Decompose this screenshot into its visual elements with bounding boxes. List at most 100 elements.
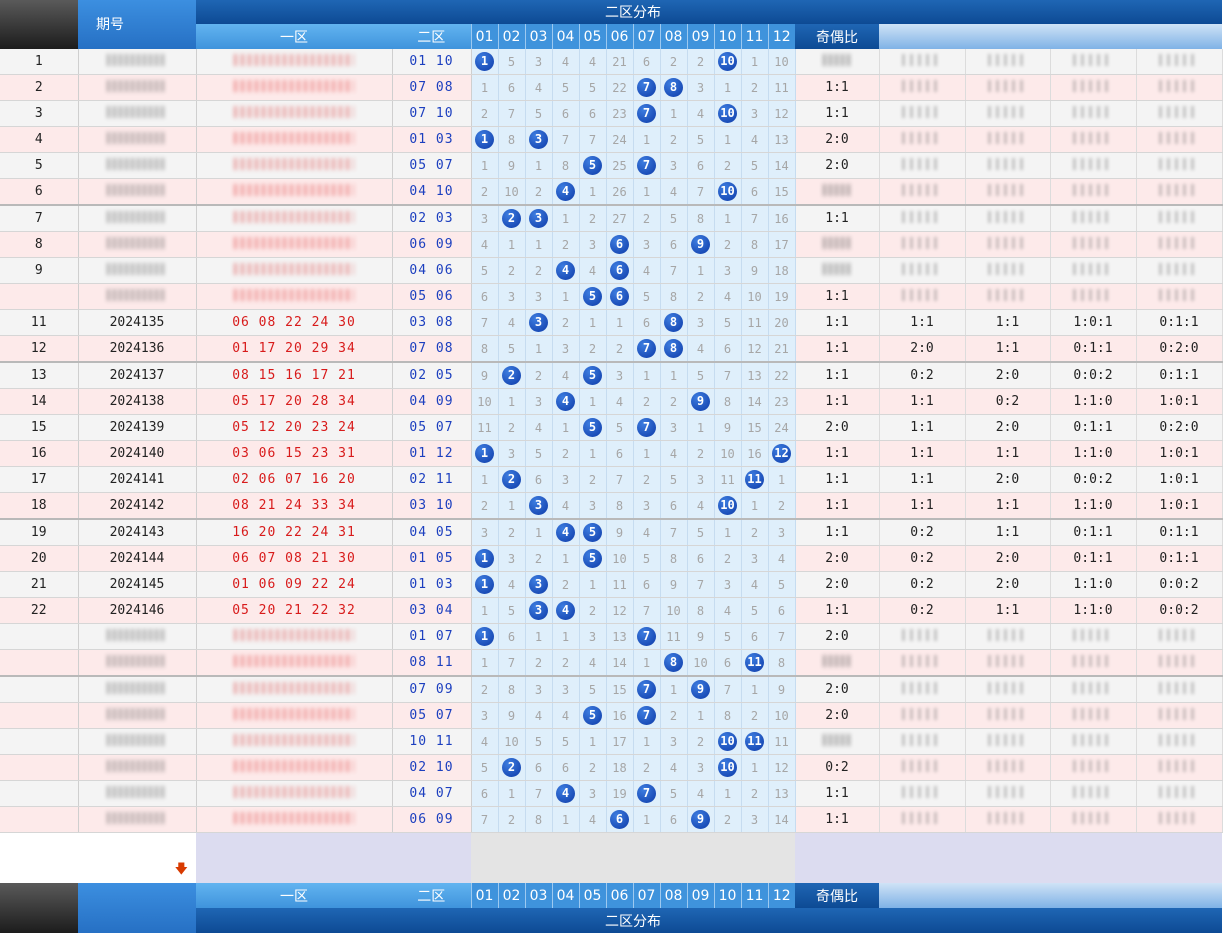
- dist-col-header[interactable]: 04: [551, 883, 579, 908]
- table-row: 07 09 2 8 3 3 5 15 7 1 9 7 1 9 2:0: [0, 676, 1223, 703]
- zone2-numbers: 01 03: [392, 571, 472, 598]
- dist-col-header[interactable]: 09: [686, 883, 714, 908]
- dist-col-header[interactable]: 05: [578, 24, 606, 49]
- miss-count: 1: [741, 49, 769, 75]
- miss-count: 1: [741, 492, 769, 520]
- blank-right: [795, 832, 1222, 858]
- hit-cell: 5: [579, 283, 607, 310]
- hit-cell: 2: [498, 205, 526, 232]
- hit-cell: 4: [552, 780, 580, 807]
- miss-count: 14: [768, 152, 796, 179]
- issue-number: [78, 780, 197, 807]
- footer-zone1-header[interactable]: 一区: [196, 883, 392, 908]
- miss-count: 1: [498, 492, 526, 520]
- issue-number: [78, 649, 197, 677]
- dist-col-header[interactable]: 02: [497, 24, 525, 49]
- parity-ratio: 2:0: [795, 623, 880, 650]
- row-index: [0, 806, 79, 833]
- hit-cell: 7: [633, 152, 661, 179]
- extra-header-3: [1050, 24, 1136, 49]
- extra-ratio: 0:1:1: [1136, 362, 1223, 389]
- extra-ratio: [1050, 126, 1137, 153]
- miss-count: 3: [552, 335, 580, 363]
- dist-col-header[interactable]: 07: [632, 883, 660, 908]
- miss-count: 2: [498, 257, 526, 284]
- miss-count: 5: [471, 754, 499, 781]
- zone1-numbers: 16 20 22 24 31: [196, 519, 393, 546]
- miss-count: 2: [687, 440, 715, 467]
- miss-count: 2: [552, 649, 580, 677]
- extra-ratio: [1050, 623, 1137, 650]
- hit-ball: 1: [475, 444, 494, 463]
- miss-count: 8: [768, 649, 796, 677]
- extra-ratio: 0:1:1: [1050, 414, 1137, 441]
- zone2-numbers: 08 11: [392, 649, 472, 677]
- dist-col-header[interactable]: 01: [470, 24, 498, 49]
- extra-ratio: [879, 649, 966, 677]
- dist-col-header[interactable]: 09: [686, 24, 714, 49]
- table-row: 04 07 6 1 7 4 3 19 7 5 4 1 2 13 1:1: [0, 780, 1223, 807]
- zone2-numbers: 10 11: [392, 728, 472, 755]
- zone2-header[interactable]: 二区: [392, 24, 471, 49]
- dist-col-header[interactable]: 04: [551, 24, 579, 49]
- extra-ratio: [965, 74, 1051, 101]
- extra-ratio: 0:2: [879, 597, 966, 624]
- extra-ratio: 1:1:0: [1050, 388, 1137, 415]
- dist-col-header[interactable]: 10: [713, 883, 741, 908]
- dist-col-header[interactable]: 03: [524, 24, 552, 49]
- hit-ball: 6: [610, 287, 629, 306]
- miss-count: 3: [606, 362, 634, 389]
- hit-ball: 4: [556, 601, 575, 620]
- miss-count: 3: [498, 545, 526, 572]
- table-row: 18 2024142 08 21 24 33 34 03 10 2 1 3 4 3 8 3 6 4 10 1…: [0, 492, 1223, 520]
- extra-ratio: [879, 257, 966, 284]
- dist-col-header[interactable]: 12: [767, 883, 795, 908]
- miss-count: 10: [768, 702, 796, 729]
- dist-col-header[interactable]: 11: [740, 883, 768, 908]
- dist-col-header[interactable]: 12: [767, 24, 795, 49]
- dist-col-header[interactable]: 06: [605, 24, 633, 49]
- dist-col-header[interactable]: 01: [470, 883, 498, 908]
- scroll-down-arrow[interactable]: 🡇: [0, 858, 196, 883]
- zone1-numbers: [196, 205, 393, 232]
- miss-count: 4: [471, 231, 499, 258]
- dist-col-header[interactable]: 08: [659, 883, 687, 908]
- miss-count: 2: [498, 806, 526, 833]
- miss-count: 1: [606, 309, 634, 336]
- miss-count: 2: [579, 754, 607, 781]
- miss-count: 6: [633, 49, 661, 75]
- zone1-numbers: [196, 623, 393, 650]
- dist-col-header[interactable]: 07: [632, 24, 660, 49]
- miss-count: 2: [714, 231, 742, 258]
- hit-ball: 9: [691, 235, 710, 254]
- ratio-header[interactable]: 奇偶比: [795, 24, 879, 49]
- dist-col-header[interactable]: 02: [497, 883, 525, 908]
- extra-ratio: [965, 178, 1051, 206]
- miss-count: 4: [552, 702, 580, 729]
- dist-col-header[interactable]: 06: [605, 883, 633, 908]
- dist-col-header[interactable]: 05: [578, 883, 606, 908]
- hit-ball: 7: [637, 418, 656, 437]
- zone1-numbers: 05 17 20 28 34: [196, 388, 393, 415]
- dist-col-header[interactable]: 10: [713, 24, 741, 49]
- extra-ratio: [879, 806, 966, 833]
- dist-col-header[interactable]: 03: [524, 883, 552, 908]
- hit-ball: 3: [529, 313, 548, 332]
- miss-count: 1: [552, 806, 580, 833]
- extra-ratio: [879, 205, 966, 232]
- footer-ratio-header[interactable]: 奇偶比: [795, 883, 879, 908]
- parity-ratio: 1:1: [795, 100, 880, 127]
- extra-ratio: [1136, 728, 1223, 755]
- dist-title: 二区分布: [471, 0, 795, 24]
- miss-count: 9: [498, 152, 526, 179]
- footer-zone2-header[interactable]: 二区: [392, 883, 471, 908]
- dist-col-header[interactable]: 11: [740, 24, 768, 49]
- dist-col-header[interactable]: 08: [659, 24, 687, 49]
- zone2-numbers: 02 03: [392, 205, 472, 232]
- extra-ratio: [965, 100, 1051, 127]
- miss-count: 1: [579, 571, 607, 598]
- zone1-header[interactable]: 一区: [196, 24, 392, 49]
- issue-header[interactable]: 期号: [78, 0, 196, 49]
- miss-count: 2: [660, 388, 688, 415]
- hit-ball: 3: [529, 130, 548, 149]
